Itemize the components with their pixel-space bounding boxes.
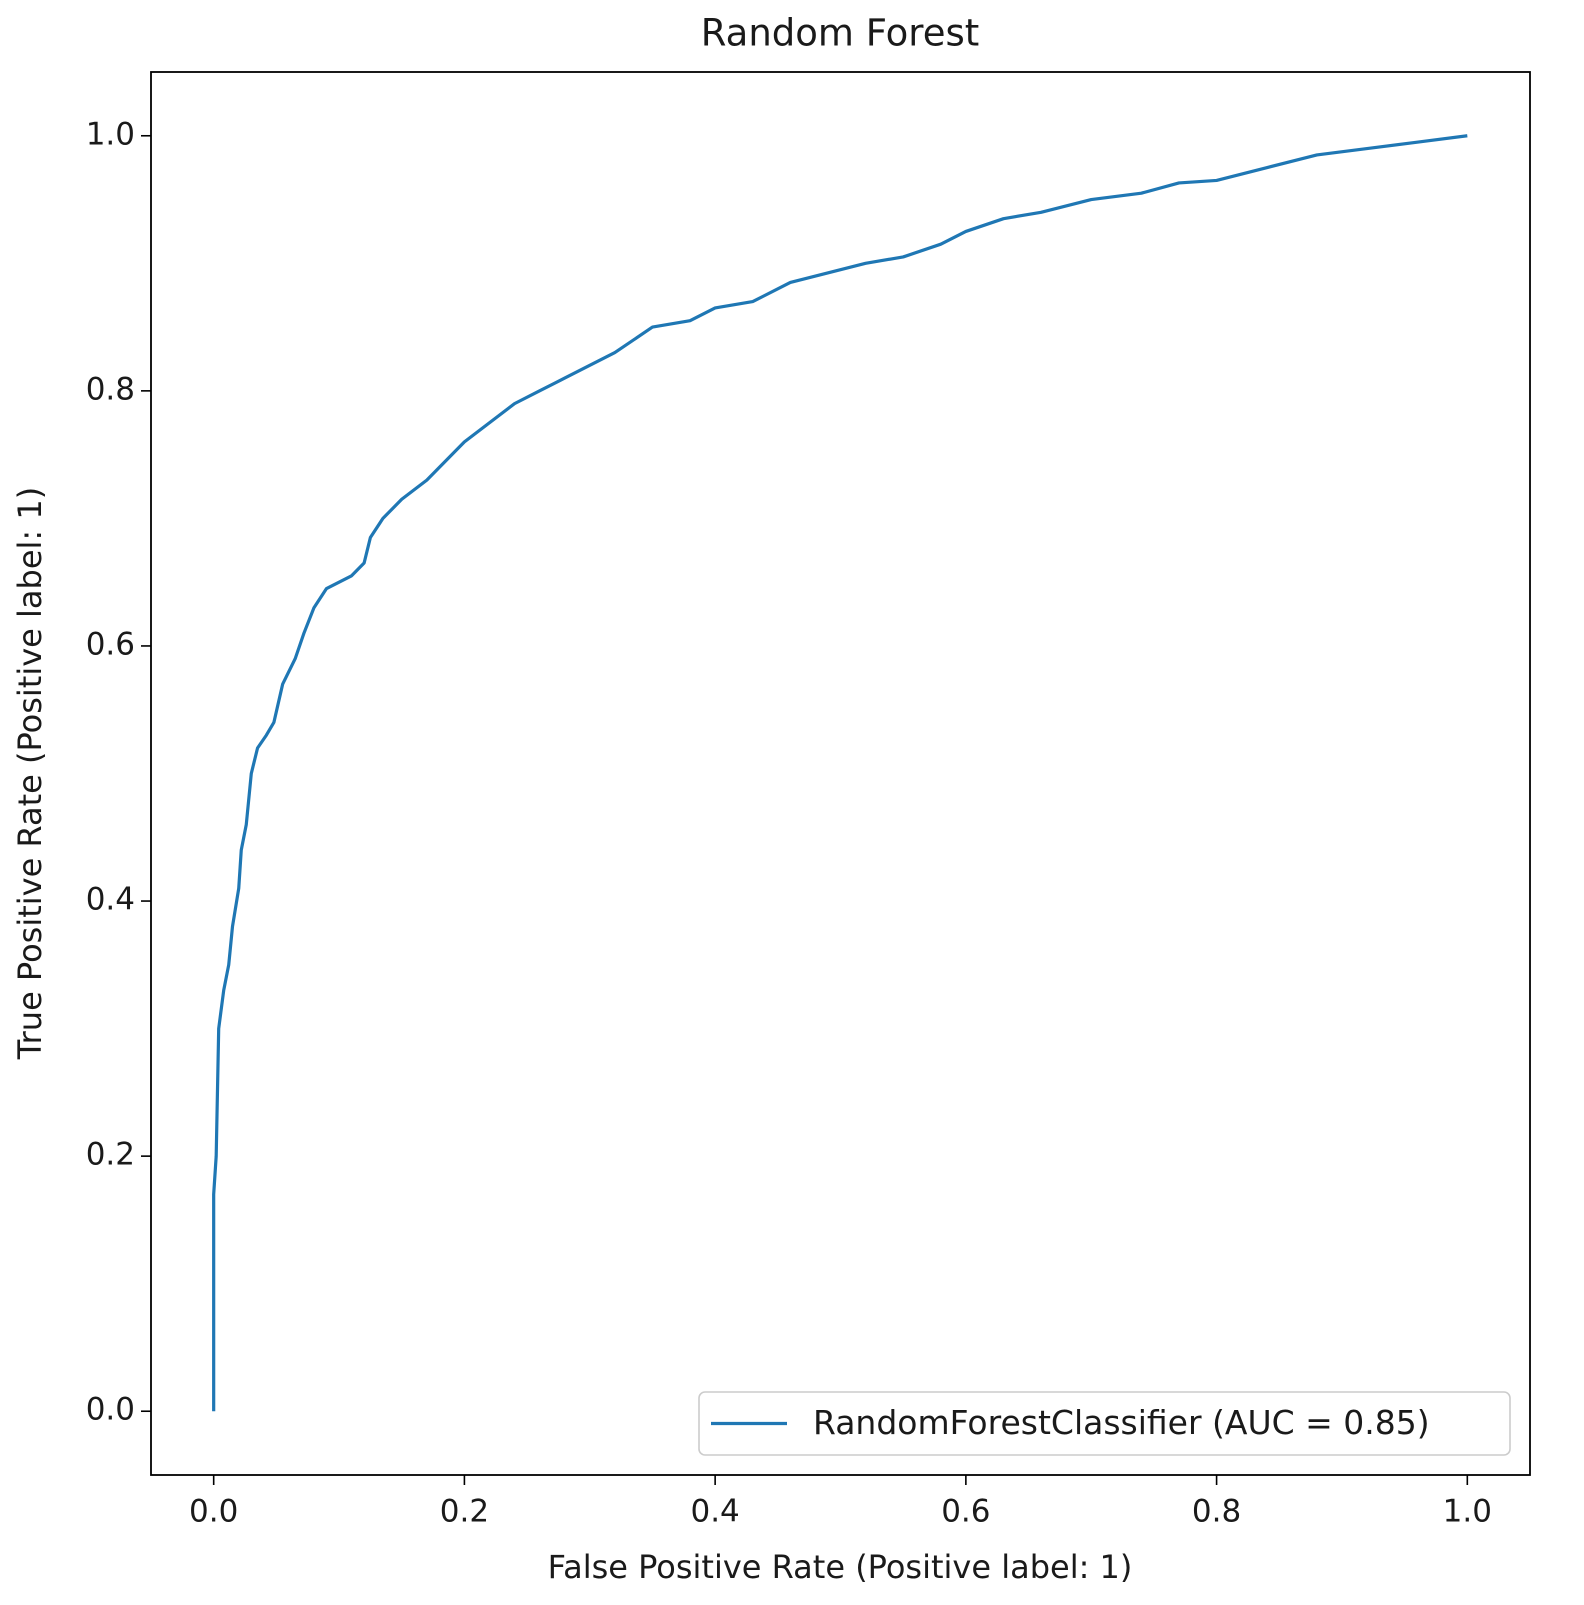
x-axis-label: False Positive Rate (Positive label: 1) — [548, 1548, 1133, 1586]
x-tick-label: 0.2 — [440, 1494, 489, 1530]
x-tick-label: 0.6 — [941, 1494, 990, 1530]
legend-box — [698, 1391, 1511, 1456]
x-tick-label: 1.0 — [1443, 1494, 1492, 1530]
roc-curve — [212, 134, 1468, 1412]
y-axis-label: True Positive Rate (Positive label: 1) — [11, 487, 49, 1060]
y-tick-label: 1.0 — [86, 116, 135, 152]
legend-label: RandomForestClassifier (AUC = 0.85) — [813, 1403, 1430, 1442]
plot-frame — [150, 71, 1531, 1476]
y-tick-label: 0.6 — [86, 626, 135, 662]
y-tick-label: 0.8 — [86, 371, 135, 407]
x-tick-label: 0.4 — [690, 1494, 739, 1530]
y-tick-label: 0.0 — [86, 1392, 135, 1428]
x-tick-label: 0.8 — [1192, 1494, 1241, 1530]
chart-title: Random Forest — [701, 12, 980, 55]
y-tick-label: 0.2 — [86, 1137, 135, 1173]
legend: RandomForestClassifier (AUC = 0.85) — [698, 1391, 1511, 1456]
y-tick-label: 0.4 — [86, 882, 135, 918]
x-tick-label: 0.0 — [189, 1494, 238, 1530]
